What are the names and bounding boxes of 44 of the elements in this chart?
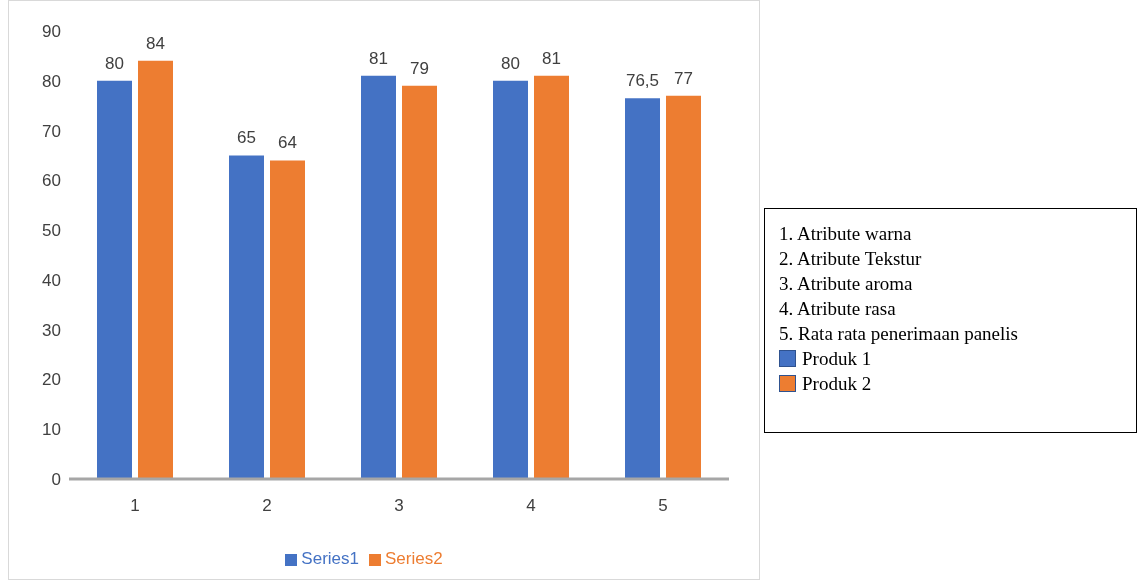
y-tick-label: 90: [42, 22, 61, 42]
bar: [361, 75, 396, 479]
y-tick-label: 50: [42, 221, 61, 241]
y-tick-label: 70: [42, 121, 61, 141]
bar: [402, 85, 437, 479]
text: Produk 2: [802, 372, 872, 396]
bar: [666, 95, 701, 479]
data-label: 80: [501, 53, 520, 73]
legend-label: Series1: [301, 549, 359, 568]
x-tick-label: 1: [130, 496, 140, 516]
bar: [493, 80, 528, 479]
x-tick-label: 5: [658, 496, 668, 516]
data-label: 76,5: [625, 71, 660, 91]
x-tick-label: 3: [394, 496, 404, 516]
y-tick-label: 60: [42, 171, 61, 191]
data-label: 81: [369, 48, 388, 68]
legend-label: Series2: [385, 549, 443, 568]
bar: [97, 80, 132, 479]
data-label: 84: [146, 33, 165, 53]
bar: [229, 155, 264, 479]
y-tick-label: 80: [42, 71, 61, 91]
y-tick-label: 30: [42, 320, 61, 340]
bar: [625, 98, 660, 479]
bar: [270, 160, 305, 479]
bar: [138, 60, 173, 479]
y-tick-label: 40: [42, 270, 61, 290]
y-tick-label: 10: [42, 420, 61, 440]
text: 3. Atribute aroma: [779, 272, 914, 296]
text: 1. Atribute warna: [779, 222, 913, 246]
text: 4. Atribute rasa: [779, 297, 897, 321]
data-label: 65: [237, 128, 256, 148]
text: Produk 1: [802, 347, 872, 371]
data-label: 64: [278, 133, 297, 153]
data-label: 77: [674, 68, 693, 88]
x-tick-label: 2: [262, 496, 272, 516]
data-label: 81: [542, 48, 561, 68]
y-tick-label: 0: [51, 470, 61, 490]
data-label: 79: [410, 58, 429, 78]
y-tick-label: 20: [42, 370, 61, 390]
text: 5. Rata rata penerimaan panelis: [779, 322, 1019, 346]
bar: [534, 75, 569, 479]
data-label: 80: [105, 53, 124, 73]
x-tick-label: 4: [526, 496, 536, 516]
text: 2. Atribute Tekstur: [779, 247, 923, 271]
